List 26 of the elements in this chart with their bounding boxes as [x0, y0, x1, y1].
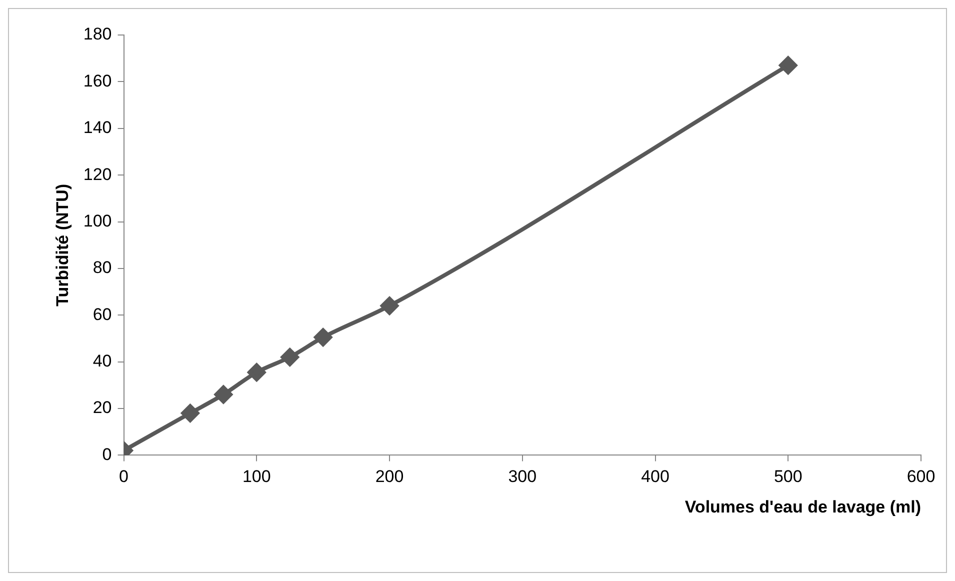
y-tick-label: 100: [83, 211, 112, 230]
y-tick-label: 120: [83, 164, 112, 184]
point: [380, 296, 399, 315]
x-tick-label: 0: [119, 467, 128, 486]
x-tick-label: 200: [375, 467, 404, 486]
y-tick-label: 160: [83, 71, 112, 90]
point: [280, 348, 299, 366]
point: [314, 328, 332, 346]
x-tick-label: 600: [906, 467, 936, 486]
x-axis-title: Volumes d'eau de lavage (ml): [684, 497, 921, 516]
y-axis-title: Turbidité (NTU): [52, 184, 72, 306]
point: [181, 404, 200, 422]
x-tick-label: 400: [641, 467, 670, 486]
x-tick-label: 300: [508, 467, 537, 486]
y-tick-label: 0: [102, 444, 112, 464]
y-tick-label: 140: [83, 118, 112, 138]
y-tick-label: 60: [92, 304, 112, 324]
y-tick-label: 20: [92, 398, 112, 418]
y-tick-label: 180: [83, 24, 112, 44]
y-tick-label: 80: [92, 258, 112, 278]
y-tick-label: 40: [92, 352, 112, 371]
point: [779, 56, 798, 74]
x-tick-label: 100: [242, 467, 271, 486]
x-tick-label: 500: [774, 467, 802, 486]
point: [214, 386, 232, 404]
point: [248, 363, 266, 382]
